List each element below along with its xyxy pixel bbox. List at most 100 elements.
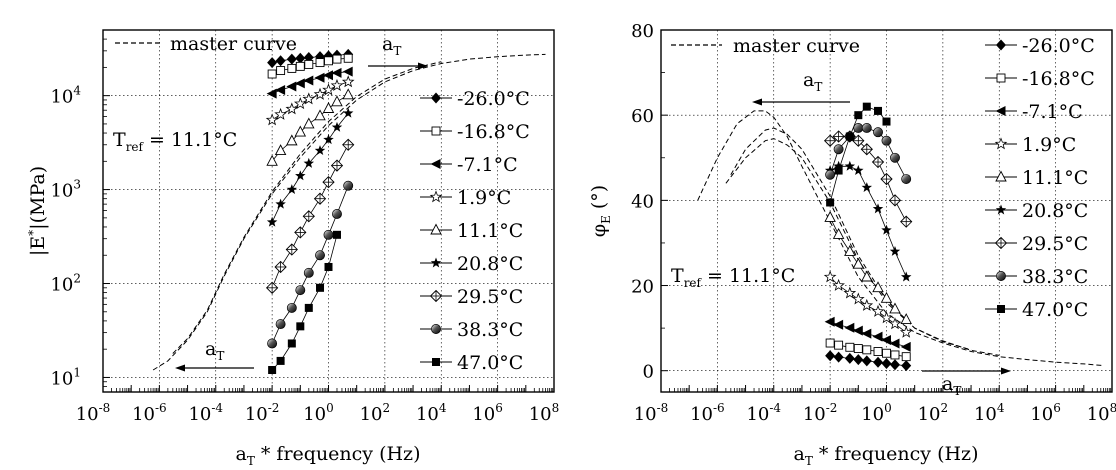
modulus-shift-label-left: aT [205, 338, 224, 363]
modulus-y-axis-label: |E*|(MPa) [26, 166, 49, 256]
phase-point-0 [833, 351, 844, 363]
phase-point-3 [871, 304, 885, 317]
phase-point-8 [862, 102, 871, 111]
phase-point-0 [873, 356, 884, 368]
phase-point-5 [881, 224, 892, 235]
modulus-point-8 [304, 303, 313, 312]
phase-point-8 [826, 198, 835, 207]
modulus-series-5 [266, 107, 354, 227]
phase-xtick-label: 108 [1087, 401, 1116, 425]
phase-point-4 [852, 257, 865, 269]
modulus-point-6 [322, 176, 335, 189]
modulus-point-2 [331, 67, 342, 78]
phase-point-3 [851, 292, 865, 305]
phase-series-5 [824, 160, 912, 282]
modulus-point-6 [302, 210, 315, 223]
modulus-point-1 [324, 56, 333, 66]
phase-xtick-label: 10-2 [803, 401, 838, 425]
modulus-point-0 [286, 53, 297, 65]
phase-point-5 [900, 271, 912, 282]
modulus-master-curve-2 [172, 61, 442, 354]
phase-point-6 [823, 134, 837, 147]
modulus-point-2 [266, 88, 277, 99]
modulus-point-8 [324, 262, 333, 271]
modulus-point-3 [313, 87, 327, 100]
modulus-master-curve-1 [152, 53, 546, 371]
phase-xtick-label: 10-6 [690, 401, 725, 425]
phase-xtick-label: 100 [861, 401, 892, 425]
phase-ytick-label: 20 [631, 277, 654, 298]
modulus-point-7 [295, 285, 306, 296]
phase-y-axis-label: φE (°) [588, 185, 613, 237]
phase-series-line-8 [829, 106, 887, 203]
modulus-point-2 [294, 78, 305, 89]
phase-xtick-label: 104 [974, 401, 1005, 425]
modulus-point-7 [343, 180, 354, 191]
modulus-point-5 [286, 184, 298, 195]
phase-legend-label-8: 47.0°C [1022, 299, 1088, 321]
phase-point-6 [852, 134, 865, 147]
modulus-xtick-label: 106 [472, 401, 503, 425]
phase-point-4 [824, 210, 836, 222]
modulus-point-6 [265, 281, 279, 294]
modulus-point-3 [341, 75, 355, 88]
phase-master-curve-2 [730, 127, 1000, 356]
phase-shift-arrowhead-right [1001, 367, 1011, 375]
modulus-point-8 [296, 322, 305, 331]
modulus-point-2 [314, 72, 325, 83]
phase-series-8 [826, 102, 891, 207]
modulus-legend-label-2: -7.1°C [457, 154, 518, 176]
modulus-point-3 [293, 97, 307, 110]
modulus-point-4 [331, 95, 343, 107]
phase-point-6 [871, 155, 885, 169]
phase-series-7 [825, 123, 912, 185]
modulus-point-2 [342, 66, 353, 77]
phase-point-0 [844, 352, 855, 364]
phase-point-2 [852, 325, 863, 336]
phase-legend-label-5: 20.8°C [1022, 200, 1088, 222]
modulus-series-line-8 [271, 234, 338, 371]
modulus-point-6 [330, 159, 344, 172]
phase-point-8 [874, 106, 883, 115]
phase-point-1 [901, 352, 911, 362]
modulus-xtick-label: 10-2 [245, 401, 280, 425]
phase-point-1 [853, 344, 863, 354]
modulus-xtick-label: 100 [303, 401, 334, 425]
modulus-point-7 [303, 267, 314, 278]
phase-point-4 [889, 302, 901, 314]
phase-legend-marker-1 [996, 73, 1006, 83]
modulus-point-6 [342, 138, 355, 151]
modulus-series-1 [267, 53, 353, 79]
modulus-legend-label-4: 11.1°C [457, 220, 523, 242]
phase-point-1 [834, 340, 844, 350]
modulus-master-curves [152, 53, 546, 371]
modulus-legend-label-6: 29.5°C [457, 286, 523, 308]
phase-point-0 [825, 350, 836, 362]
modulus-point-2 [323, 70, 333, 81]
phase-point-3 [880, 311, 893, 324]
phase-xtick-label: 10-8 [634, 401, 669, 425]
modulus-xtick-label: 10-8 [76, 401, 111, 425]
phase-point-8 [882, 117, 891, 126]
phase-point-0 [861, 355, 872, 367]
modulus-axis-ticks [102, 29, 555, 393]
modulus-series-6 [265, 138, 355, 294]
phase-point-7 [833, 144, 844, 155]
phase-point-8 [834, 166, 843, 175]
phase-point-6 [880, 172, 893, 186]
phase-point-8 [854, 111, 863, 120]
phase-master-curve-3 [725, 138, 972, 351]
modulus-point-4 [322, 102, 335, 113]
modulus-point-7 [315, 250, 325, 261]
modulus-point-7 [323, 229, 334, 240]
modulus-series-3 [265, 75, 355, 126]
modulus-legend: -26.0°C -16.8°C -7.1°C 1.9°C 11.1°C 20.8°C 29.… [420, 88, 530, 374]
phase-shift-arrowhead-left [752, 98, 762, 106]
phase-legend-label-0: -26.0°C [1022, 35, 1095, 57]
phase-master-curves [697, 110, 1104, 367]
phase-tick-labels: 10-8 10-6 10-4 10-2 100 102 104 106 108 0 20 40 60 80 [631, 21, 1116, 425]
phase-point-4 [900, 313, 912, 325]
modulus-legend-marker-6 [429, 289, 443, 303]
phase-point-7 [873, 127, 883, 138]
